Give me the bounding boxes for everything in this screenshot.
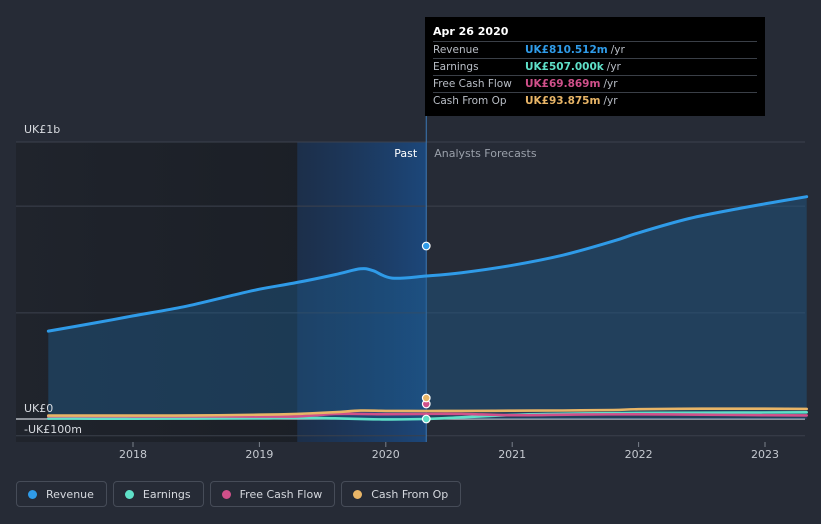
free-cash-flow-dot-icon [221,489,231,499]
legend-item-cash-from-op[interactable]: Cash From Op [341,481,462,507]
legend-label: Revenue [46,487,94,501]
tooltip-label: Free Cash Flow [433,78,512,90]
y-tick-label: -UK£100m [24,423,82,436]
tooltip-row-free-cash-flow: Free Cash Flow UK£69.869m /yr [433,75,757,92]
legend-item-revenue[interactable]: Revenue [16,481,107,507]
tooltip-value: UK£507.000k [525,61,604,73]
tooltip-label: Earnings [433,61,479,73]
tooltip-value: UK£810.512m [525,44,608,56]
tooltip-unit: /yr [610,44,625,56]
legend-label: Earnings [142,487,191,501]
cash-from-op-highlight-point [421,393,431,403]
x-tick-label: 2018 [119,448,147,461]
earnings-line [47,411,808,421]
x-tick-label: 2022 [625,448,653,461]
legend-item-free-cash-flow[interactable]: Free Cash Flow [209,481,336,507]
tooltip-unit: /yr [603,95,618,107]
revenue-area [48,196,807,419]
tooltip-unit: /yr [606,61,621,73]
revenue-dot-icon [28,489,37,499]
legend-label: Cash From Op [371,487,449,501]
tooltip-row-cash-from-op: Cash From Op UK£93.875m /yr [433,92,757,109]
x-tick-label: 2019 [245,448,273,461]
x-tick-label: 2020 [372,448,400,461]
tooltip-row-earnings: Earnings UK£507.000k /yr [433,58,757,75]
legend: Revenue Earnings Free Cash Flow Cash Fro… [16,481,462,507]
tooltip-value: UK£69.869m [525,78,601,90]
tooltip-row-revenue: Revenue UK£810.512m /yr [433,41,757,58]
tooltip-value: UK£93.875m [525,95,601,107]
x-tick-label: 2021 [498,448,526,461]
cash-from-op-line [47,407,808,417]
tooltip-unit: /yr [603,78,618,90]
earnings-dot-icon [124,489,134,499]
revenue-highlight-point [421,241,431,251]
tooltip-label: Revenue [433,44,479,56]
earnings-highlight-point [421,414,431,424]
legend-item-earnings[interactable]: Earnings [112,481,204,507]
legend-label: Free Cash Flow [239,487,323,501]
highlight-region [297,142,427,442]
y-tick-label: UK£1b [24,123,60,136]
past-label: Past [394,147,418,160]
tooltip: Apr 26 2020 Revenue UK£810.512m /yr Earn… [425,17,765,116]
tooltip-label: Cash From Op [433,95,507,107]
revenue-line [46,195,809,333]
cash-from-op-dot-icon [353,489,363,499]
y-tick-label: UK£0 [24,402,53,415]
forecast-label: Analysts Forecasts [434,147,537,160]
tooltip-date: Apr 26 2020 [433,25,509,38]
x-tick-label: 2023 [751,448,779,461]
